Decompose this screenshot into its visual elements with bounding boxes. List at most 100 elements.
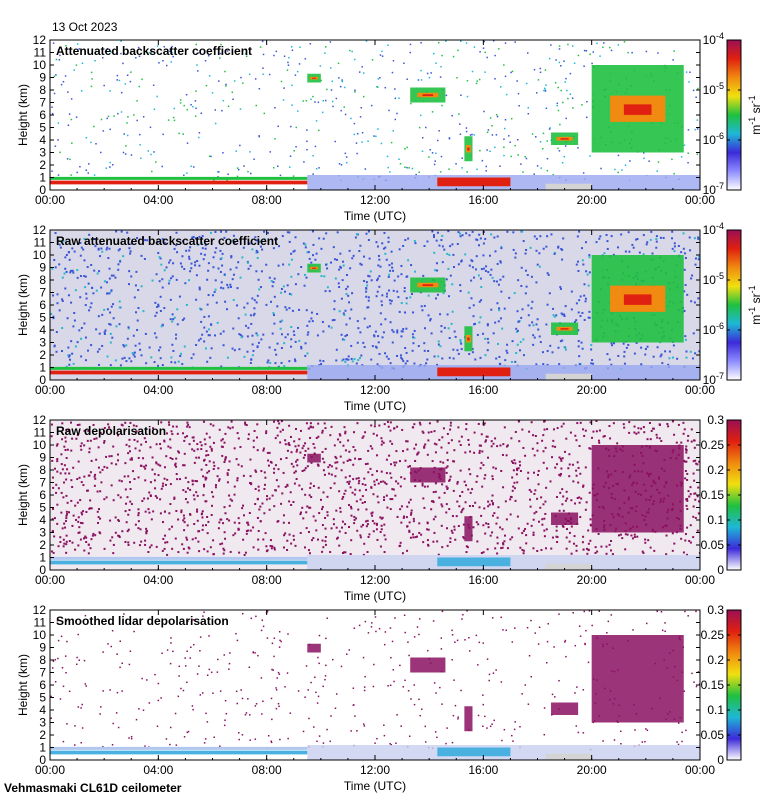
colorbar-unit-part: -1 [747,307,757,315]
x-tick-label: 16:00 [468,193,498,207]
y-axis-label: Height (km) [16,84,30,146]
colorbar-tick-label: 10-4 [703,31,724,47]
x-tick-label: 16:00 [468,383,498,397]
boundary-layer [50,180,308,185]
colorbar [726,229,742,381]
y-tick-label: 10 [33,628,47,642]
colorbar-tick-label: 0.05 [701,538,725,552]
y-tick-label: 1 [39,551,46,565]
x-tick-label: 00:00 [35,193,65,207]
y-tick-label: 6 [39,108,46,122]
missing-data [545,753,592,760]
x-tick-label: 20:00 [577,383,607,397]
x-axis-label: Time (UTC) [344,589,406,603]
y-tick-label: 2 [39,728,46,742]
colorbar-unit-part: m [749,125,763,135]
y-tick-label: 3 [39,716,46,730]
colorbar-tick-label: 0.1 [707,703,724,717]
x-tick-label: 04:00 [143,383,173,397]
x-tick-label: 16:00 [468,573,498,587]
colorbar-tick-exponent: -6 [716,321,724,331]
y-tick-label: 3 [39,146,46,160]
colorbar-tick-label: 10-6 [703,321,724,337]
y-tick-label: 1 [39,171,46,185]
x-tick-label: 00:00 [685,763,715,777]
low-cloud [437,367,511,377]
colorbar-tick-label: 0.1 [707,513,724,527]
y-tick-label: 5 [39,121,46,135]
colorbar-tick-label: 0.25 [701,628,725,642]
colorbar-tick-label: 0.25 [701,438,725,452]
y-tick-label: 4 [39,323,46,337]
y-axis-label: Height (km) [16,464,30,526]
date-label: 13 Oct 2023 [52,20,118,34]
colorbar-tick-label: 10-6 [703,131,724,147]
panel-title: Raw attenuated backscatter coefficient [56,234,278,248]
colorbar-tick-label: 0 [717,563,724,577]
x-tick-label: 08:00 [252,763,282,777]
x-axis-label: Time (UTC) [344,209,406,223]
y-tick-label: 6 [39,678,46,692]
y-tick-label: 3 [39,526,46,540]
colorbar-unit-part: m [749,315,763,325]
y-tick-label: 7 [39,96,46,110]
y-tick-label: 11 [34,46,47,60]
panel-title: Attenuated backscatter coefficient [56,44,252,58]
x-tick-label: 00:00 [35,573,65,587]
y-tick-label: 9 [39,641,46,655]
y-tick-label: 5 [39,311,46,325]
colorbar-unit-part: -1 [747,117,757,125]
plot-area [50,610,700,760]
x-tick-label: 20:00 [577,573,607,587]
cloud-layer-2 [410,657,446,673]
cloud-layer-3 [464,516,473,542]
colorbar [726,39,742,191]
colorbar-unit: m-1 sr-1 [747,285,763,324]
x-axis-label: Time (UTC) [344,399,406,413]
cloud-layer-5 [591,445,684,533]
colorbar-tick-exponent: -6 [716,131,724,141]
x-tick-label: 08:00 [252,383,282,397]
y-tick-label: 7 [39,286,46,300]
y-tick-label: 5 [39,691,46,705]
y-tick-label: 9 [39,261,46,275]
y-axis-label: Height (km) [16,654,30,716]
y-tick-label: 9 [39,71,46,85]
x-tick-label: 00:00 [685,383,715,397]
y-tick-label: 2 [39,348,46,362]
missing-data [545,373,592,380]
low-cloud [437,177,511,187]
x-tick-label: 12:00 [360,193,390,207]
colorbar-tick-label: 10-5 [703,271,724,287]
colorbar-unit-part: sr [749,293,763,306]
colorbar-tick-exponent: -4 [716,31,724,41]
x-tick-label: 00:00 [35,763,65,777]
colorbar-tick-label: 10-5 [703,81,724,97]
y-tick-label: 8 [39,83,46,97]
boundary-layer [50,370,308,375]
y-tick-label: 7 [39,666,46,680]
y-axis-label: Height (km) [16,274,30,336]
colorbar-unit: m-1 sr-1 [747,95,763,134]
instrument-label: Vehmasmaki CL61D ceilometer [4,781,182,795]
y-tick-label: 12 [33,223,47,237]
missing-data [545,563,592,570]
cloud-layer-3 [464,706,473,732]
y-tick-label: 10 [33,58,47,72]
panel-title: Smoothed lidar depolarisation [56,614,229,628]
y-tick-label: 0 [39,753,46,767]
colorbar-tick-label: 10-7 [703,181,724,197]
y-tick-label: 1 [39,361,46,375]
y-tick-label: 8 [39,653,46,667]
colorbar-tick-exponent: -5 [716,271,724,281]
x-axis-label: Time (UTC) [344,779,406,793]
colorbar-tick-label: 0.2 [707,653,724,667]
panel-title: Raw depolarisation [56,424,166,438]
x-tick-label: 04:00 [143,763,173,777]
colorbar-tick-label: 0.15 [701,678,725,692]
x-tick-label: 00:00 [35,383,65,397]
